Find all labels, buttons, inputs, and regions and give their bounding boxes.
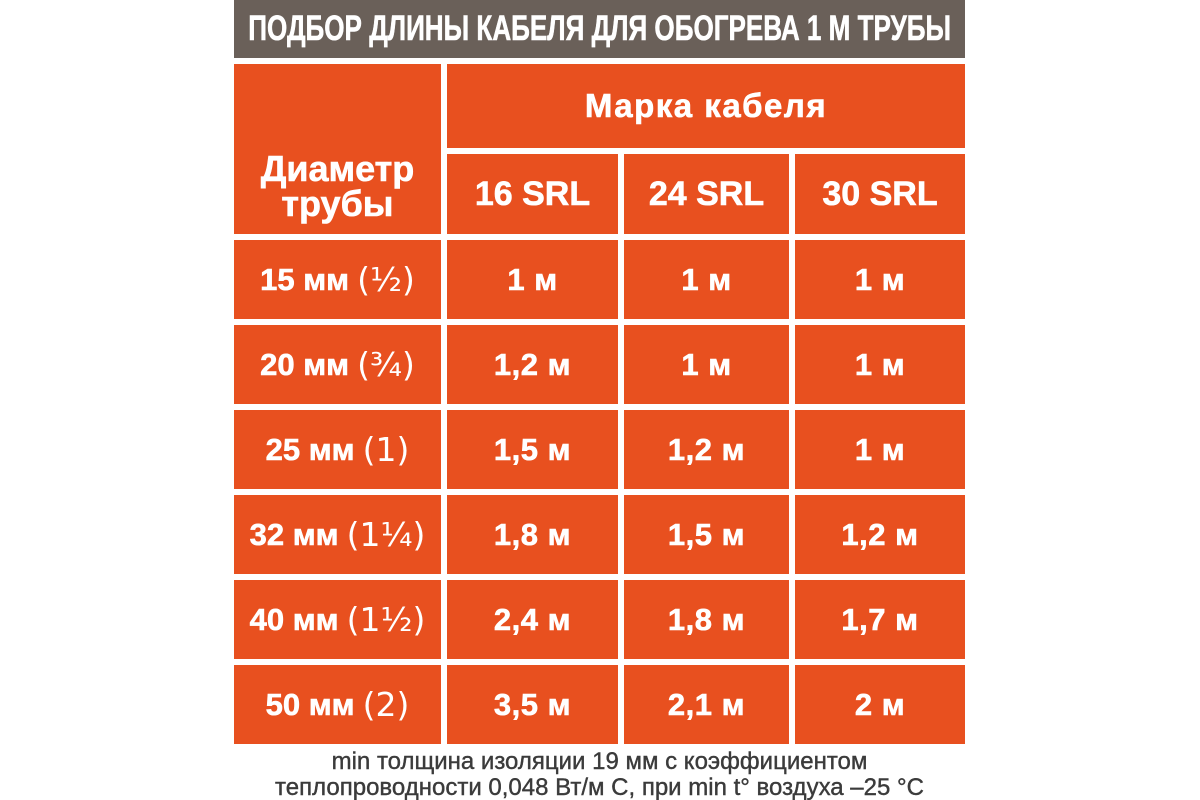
row-header-32mm: 32 мм (1¹⁄₄) <box>234 495 441 574</box>
value-cell: 1,8 м <box>447 495 618 574</box>
diameter-inches: (1) <box>362 430 410 469</box>
row-header-20mm: 20 мм (³⁄₄) <box>234 325 441 404</box>
value-cell: 3,5 м <box>447 665 618 744</box>
column-header-24srl: 24 SRL <box>624 154 789 234</box>
footnote-line-2: теплопроводности 0,048 Вт/м С, при min t… <box>275 774 924 800</box>
footnote: min толщина изоляции 19 мм с коэффициент… <box>234 748 965 800</box>
diameter-inches: (2) <box>362 685 410 724</box>
value-cell: 1 м <box>624 240 789 319</box>
diameter-inches: (³⁄₄) <box>357 345 415 384</box>
poster: ПОДБОР ДЛИНЫ КАБЕЛЯ ДЛЯ ОБОГРЕВА 1 М ТРУ… <box>234 0 965 800</box>
value-cell: 1 м <box>624 325 789 404</box>
value-cell: 1 м <box>795 325 965 404</box>
diameter-mm: 40 мм <box>249 601 339 637</box>
title-bar: ПОДБОР ДЛИНЫ КАБЕЛЯ ДЛЯ ОБОГРЕВА 1 М ТРУ… <box>234 0 965 58</box>
value-cell: 1,2 м <box>795 495 965 574</box>
row-header-40mm: 40 мм (1¹⁄₂) <box>234 580 441 659</box>
value-cell: 2 м <box>795 665 965 744</box>
header-cell-cable-brand: Марка кабеля <box>447 64 965 148</box>
cable-length-table: Диаметр трубы Марка кабеля 16 SRL 24 SRL… <box>234 64 965 744</box>
value-cell: 1,5 м <box>624 495 789 574</box>
diameter-inches: (¹⁄₂) <box>357 260 415 299</box>
diameter-mm: 20 мм <box>260 346 350 382</box>
value-cell: 2,4 м <box>447 580 618 659</box>
diameter-mm: 15 мм <box>260 261 350 297</box>
value-cell: 1,8 м <box>624 580 789 659</box>
value-cell: 1,7 м <box>795 580 965 659</box>
page-title: ПОДБОР ДЛИНЫ КАБЕЛЯ ДЛЯ ОБОГРЕВА 1 М ТРУ… <box>248 9 951 49</box>
footnote-line-1: min толщина изоляции 19 мм с коэффициент… <box>331 748 868 775</box>
row-header-50mm: 50 мм (2) <box>234 665 441 744</box>
diameter-mm: 32 мм <box>249 516 339 552</box>
diameter-mm: 50 мм <box>265 686 355 722</box>
value-cell: 1,2 м <box>624 410 789 489</box>
value-cell: 1 м <box>795 240 965 319</box>
diameter-mm: 25 мм <box>265 431 355 467</box>
diameter-inches: (1¹⁄₄) <box>346 515 426 554</box>
diameter-inches: (1¹⁄₂) <box>346 600 426 639</box>
value-cell: 1 м <box>795 410 965 489</box>
value-cell: 1 м <box>447 240 618 319</box>
value-cell: 1,2 м <box>447 325 618 404</box>
row-header-15mm: 15 мм (¹⁄₂) <box>234 240 441 319</box>
row-header-25mm: 25 мм (1) <box>234 410 441 489</box>
value-cell: 1,5 м <box>447 410 618 489</box>
value-cell: 2,1 м <box>624 665 789 744</box>
column-header-30srl: 30 SRL <box>795 154 965 234</box>
header-cell-pipe-diameter: Диаметр трубы <box>234 64 441 234</box>
column-header-16srl: 16 SRL <box>447 154 618 234</box>
